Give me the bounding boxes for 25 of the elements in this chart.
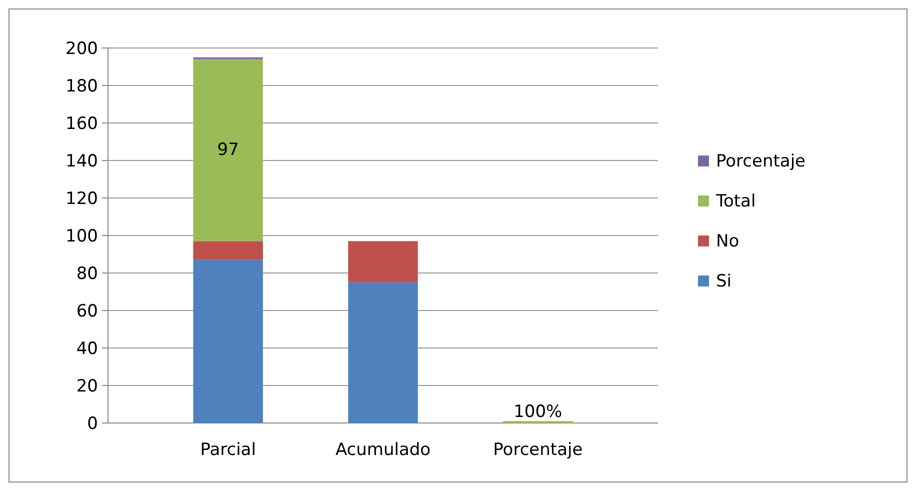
- bar: [193, 59, 263, 242]
- y-tick-label: 200: [66, 39, 98, 59]
- y-tick-label: 80: [76, 264, 98, 284]
- x-tick-label: Acumulado: [335, 440, 431, 460]
- legend-label: Si: [716, 272, 732, 292]
- y-tick-label: 0: [87, 414, 98, 434]
- y-tick-label: 100: [66, 226, 98, 246]
- y-tick-label: 160: [66, 114, 98, 134]
- bar: [348, 282, 418, 423]
- x-tick-label: Porcentaje: [493, 440, 583, 460]
- data-label: 100%: [514, 402, 562, 422]
- x-tick-label: Parcial: [200, 440, 256, 460]
- y-tick-label: 180: [66, 76, 98, 96]
- legend-label: No: [716, 232, 740, 252]
- data-label: 97: [217, 140, 239, 160]
- bar: [348, 241, 418, 282]
- y-tick-label: 140: [66, 152, 98, 172]
- y-tick-label: 60: [76, 302, 98, 322]
- bar: [193, 260, 263, 423]
- y-tick-label: 20: [76, 376, 98, 396]
- y-tick-label: 120: [66, 189, 98, 209]
- bar: [193, 241, 263, 260]
- legend-label: Total: [715, 192, 756, 212]
- y-tick-label: 40: [76, 339, 98, 359]
- legend-label: Porcentaje: [716, 152, 806, 172]
